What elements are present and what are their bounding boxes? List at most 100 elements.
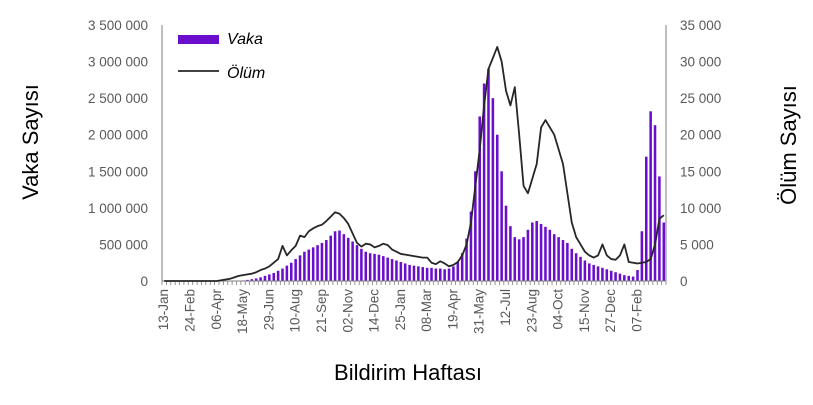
bar-vaka (526, 229, 530, 281)
bar-vaka (522, 237, 525, 281)
bar-vaka (491, 98, 495, 281)
bar-vaka (548, 229, 552, 281)
bar-vaka (596, 266, 600, 281)
bar-vaka (636, 270, 639, 281)
bar-vaka (631, 276, 635, 281)
bar-vaka (557, 237, 560, 281)
bar-vaka (601, 267, 604, 281)
bar-vaka (662, 222, 666, 281)
death-series-line (164, 46, 665, 282)
bar-vaka (583, 260, 587, 281)
bar-vaka (434, 268, 438, 281)
bar-vaka (364, 251, 368, 281)
bar-vaka (653, 125, 657, 282)
legend-label-olum: Ölüm (227, 64, 265, 82)
bar-vaka (649, 111, 652, 281)
legend: Vaka Ölüm (178, 31, 265, 82)
x-axis-title: Bildirim Haftası (334, 360, 482, 385)
y-right-tick-label: 25 000 (680, 91, 721, 106)
bar-vaka (259, 277, 262, 281)
y-left-tick-label: 3 500 000 (88, 18, 148, 33)
x-tick-label: 21-Sep (314, 289, 329, 333)
bar-vaka (298, 255, 302, 281)
bar-vaka (355, 245, 359, 281)
bar-vaka (658, 176, 661, 281)
bar-vaka (316, 245, 319, 281)
bar-vaka (614, 272, 617, 281)
bar-vaka (544, 226, 547, 281)
bar-vaka (351, 241, 354, 281)
bar-vaka (311, 247, 315, 281)
y-left-tick-label: 500 000 (99, 237, 148, 252)
bar-vaka (509, 226, 512, 281)
x-tick-label: 24-Feb (183, 289, 198, 332)
bar-vaka (482, 83, 486, 281)
x-tick-label: 04-Oct (551, 289, 566, 330)
bar-vaka (377, 254, 381, 281)
bar-vaka (487, 68, 490, 281)
x-tick-label: 07-Feb (630, 289, 645, 332)
bar-vaka (303, 251, 306, 281)
bar-vaka (456, 261, 460, 281)
x-tick-label: 18-May (235, 289, 250, 334)
y-axis-left-title: Vaka Sayısı (18, 84, 43, 200)
ticks-layer: 0 500 000 1 000 000 1 500 000 2 000 000 2 500… (88, 18, 721, 334)
bar-vaka (268, 274, 271, 281)
bar-vaka (640, 231, 644, 281)
bar-vaka (368, 253, 372, 281)
bar-vaka (552, 234, 556, 281)
bar-vaka (325, 240, 328, 281)
bar-vaka (561, 240, 565, 281)
bar-vaka (500, 171, 503, 281)
bar-vaka (399, 261, 403, 281)
bar-vaka (421, 267, 425, 281)
legend-swatch-vaka (178, 35, 219, 44)
bar-vaka (447, 268, 451, 281)
x-tick-label: 31-May (472, 289, 487, 334)
bar-vaka (294, 259, 297, 281)
bar-vaka (403, 263, 407, 281)
bar-vaka (618, 273, 622, 281)
bar-vaka (465, 238, 468, 281)
bar-vaka (539, 223, 543, 281)
bar-vaka (276, 270, 280, 281)
bar-vaka (430, 267, 433, 281)
bar-vaka (382, 256, 385, 281)
y-left-tick-label: 2 500 000 (88, 91, 148, 106)
bar-vaka (513, 237, 517, 281)
x-tick-label: 12-Jul (498, 289, 513, 326)
x-tick-label: 14-Dec (367, 289, 382, 333)
bar-vaka (281, 268, 284, 281)
bar-vaka (333, 231, 337, 281)
bar-vaka (592, 264, 595, 281)
x-tick-label: 10-Aug (288, 289, 303, 333)
bar-vaka (254, 278, 258, 281)
x-tick-label: 23-Aug (524, 289, 539, 333)
bar-vaka (460, 253, 464, 281)
bar-vaka (443, 269, 446, 281)
bar-vaka (307, 249, 311, 281)
y-right-tick-label: 20 000 (680, 128, 721, 143)
y-right-tick-label: 30 000 (680, 55, 721, 70)
bar-vaka (623, 275, 626, 281)
bar-vaka (531, 222, 534, 281)
bar-vaka (395, 260, 398, 281)
axes-layer (161, 25, 667, 282)
bar-vaka (263, 275, 267, 281)
bar-vaka (386, 257, 389, 281)
bar-vaka (469, 211, 473, 281)
y-right-tick-label: 0 (680, 274, 688, 289)
bar-vaka (329, 235, 332, 281)
bar-vaka (627, 275, 630, 281)
bar-vaka (342, 234, 346, 281)
bar-vaka (250, 279, 254, 281)
x-tick-label: 25-Jan (393, 289, 408, 330)
bar-vaka (425, 267, 429, 281)
bar-vaka (474, 171, 477, 281)
bar-vaka (439, 268, 442, 281)
bar-vaka (517, 239, 521, 281)
bar-vaka (360, 248, 363, 281)
bar-vaka (246, 279, 249, 281)
